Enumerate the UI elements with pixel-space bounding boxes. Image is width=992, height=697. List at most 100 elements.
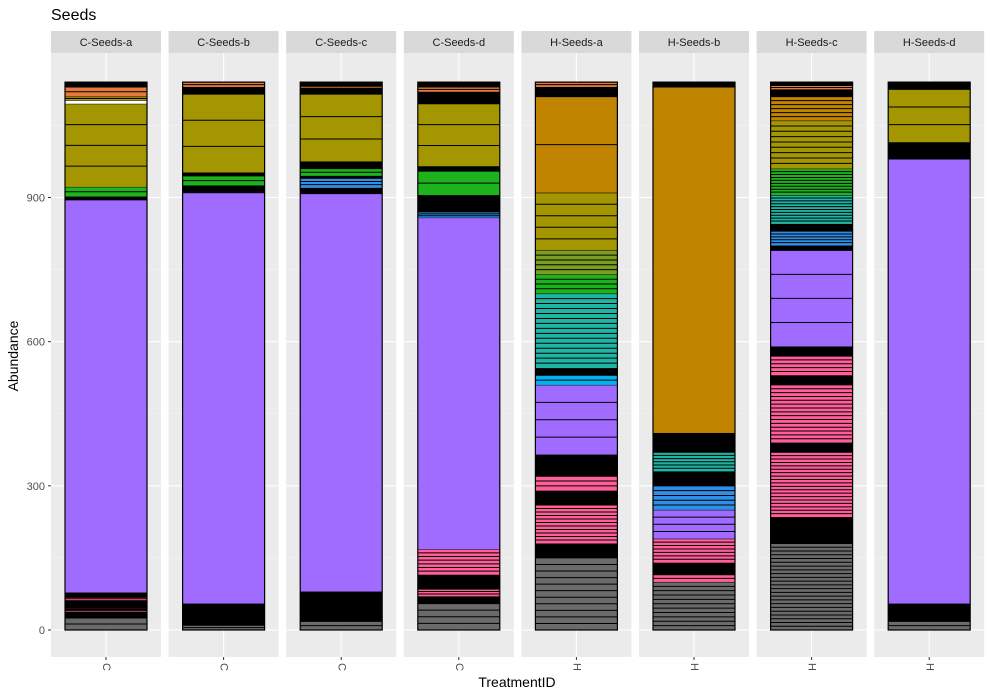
- bar-segment: [417, 217, 500, 550]
- bar-segment: [65, 608, 147, 612]
- x-axis-title: TreatmentID: [478, 674, 555, 690]
- facet-panels: C-Seeds-aCC-Seeds-bCC-Seeds-cCC-Seeds-dC…: [51, 31, 985, 671]
- x-tick-label: C: [218, 663, 230, 671]
- facet-c-seeds-b: C-Seeds-b C: [168, 31, 279, 671]
- x-tick-label: H: [570, 663, 582, 671]
- bar-segment: [653, 538, 735, 563]
- stacked-bar: [534, 81, 619, 631]
- facet-strip-label: C-Seeds-c: [315, 37, 367, 49]
- bar-segment: [300, 161, 383, 169]
- bar-segment: [770, 120, 853, 169]
- facet-strip-label: C-Seeds-b: [197, 37, 250, 49]
- facet-strip-label: H-Seeds-a: [550, 37, 603, 49]
- bar-segment: [182, 94, 265, 173]
- bar-segment: [182, 617, 265, 626]
- stacked-bar: [769, 81, 854, 631]
- bar-segment: [417, 103, 500, 167]
- facet-strip: [51, 31, 161, 53]
- bar-segment: [535, 454, 618, 477]
- y-axis-title: Abundance: [5, 320, 21, 391]
- x-tick-label: H: [688, 663, 700, 671]
- stacked-bar: [299, 81, 383, 631]
- facet-strip: [403, 31, 514, 53]
- bar-segment: [535, 86, 618, 97]
- bar-segment: [770, 231, 853, 246]
- bar-segment: [535, 557, 618, 630]
- x-tick-label: C: [453, 663, 465, 671]
- stacked-bar: [182, 81, 266, 631]
- chart-title: Seeds: [51, 7, 96, 24]
- facet-strip-label: C-Seeds-a: [80, 37, 133, 49]
- bar-segment: [300, 178, 383, 188]
- stacked-bar: [887, 81, 971, 631]
- y-axis: 0 300 600 900: [27, 193, 51, 637]
- bar-segment: [535, 505, 618, 544]
- bar-segment: [770, 543, 853, 630]
- bar-segment: [770, 384, 853, 443]
- bar-segment: [65, 600, 147, 609]
- x-tick-label: C: [335, 663, 347, 671]
- facet-c-seeds-c: C-Seeds-c C: [286, 31, 397, 671]
- bar-outline: [652, 81, 736, 631]
- bar-segment: [417, 91, 500, 104]
- bar-segment: [182, 192, 265, 604]
- bar-segment: [535, 368, 618, 376]
- bar-segment: [770, 517, 853, 544]
- facet-h-seeds-a: H-Seeds-a H: [521, 31, 632, 671]
- bar-segment: [417, 549, 500, 575]
- facet-strip: [756, 31, 867, 53]
- bar-segment: [653, 485, 735, 510]
- bar-segment: [65, 199, 147, 593]
- facet-strip: [168, 31, 279, 53]
- bar-outline: [887, 81, 971, 631]
- bar-outline: [417, 81, 501, 631]
- bar-outline: [64, 81, 148, 631]
- bar-segment: [653, 471, 735, 486]
- bar-segment: [535, 192, 618, 251]
- facet-strip-label: C-Seeds-d: [433, 37, 486, 49]
- facet-c-seeds-d: C-Seeds-d C: [403, 31, 514, 671]
- bar-segment: [182, 185, 265, 193]
- facet-strip: [521, 31, 632, 53]
- y-tick-label: 600: [27, 337, 45, 349]
- bar-segment: [300, 193, 383, 592]
- facet-strip: [286, 31, 397, 53]
- bar-segment: [770, 223, 853, 232]
- x-tick-label: H: [806, 663, 818, 671]
- bar-segment: [888, 159, 971, 604]
- facet-strip: [874, 31, 985, 53]
- bar-segment: [535, 293, 618, 369]
- bar-segment: [535, 476, 618, 491]
- bar-segment: [888, 89, 971, 143]
- stacked-bar: [64, 81, 148, 631]
- y-tick-label: 300: [27, 481, 45, 493]
- bar-outline: [299, 81, 383, 631]
- facet-h-seeds-d: H-Seeds-d H: [874, 31, 985, 671]
- bar-segment: [653, 581, 735, 630]
- bar-segment: [770, 168, 853, 196]
- bar-segment: [300, 94, 383, 162]
- bar-segment: [65, 100, 147, 104]
- y-tick-label: 0: [39, 625, 45, 637]
- x-tick-label: H: [923, 663, 935, 671]
- x-tick-label: C: [100, 663, 112, 671]
- bar-segment: [770, 356, 853, 376]
- facet-strip-label: H-Seeds-c: [786, 37, 838, 49]
- stacked-bar: [417, 81, 501, 631]
- facet-c-seeds-a: C-Seeds-a C: [51, 31, 161, 671]
- bar-segment: [770, 89, 853, 97]
- bar-segment: [770, 452, 853, 518]
- bar-segment: [300, 87, 383, 95]
- bar-segment: [417, 589, 500, 597]
- facet-strip-label: H-Seeds-d: [903, 37, 956, 49]
- bar-segment: [417, 211, 500, 218]
- bar-segment: [653, 432, 735, 453]
- stacked-bar: [652, 81, 736, 631]
- y-tick-label: 900: [27, 193, 45, 205]
- bar-segment: [535, 250, 618, 275]
- facet-h-seeds-c: H-Seeds-c H: [756, 31, 867, 671]
- bar-outline: [182, 81, 266, 631]
- facet-strip-label: H-Seeds-b: [668, 37, 721, 49]
- bar-segment: [653, 86, 735, 433]
- bar-segment: [417, 596, 500, 604]
